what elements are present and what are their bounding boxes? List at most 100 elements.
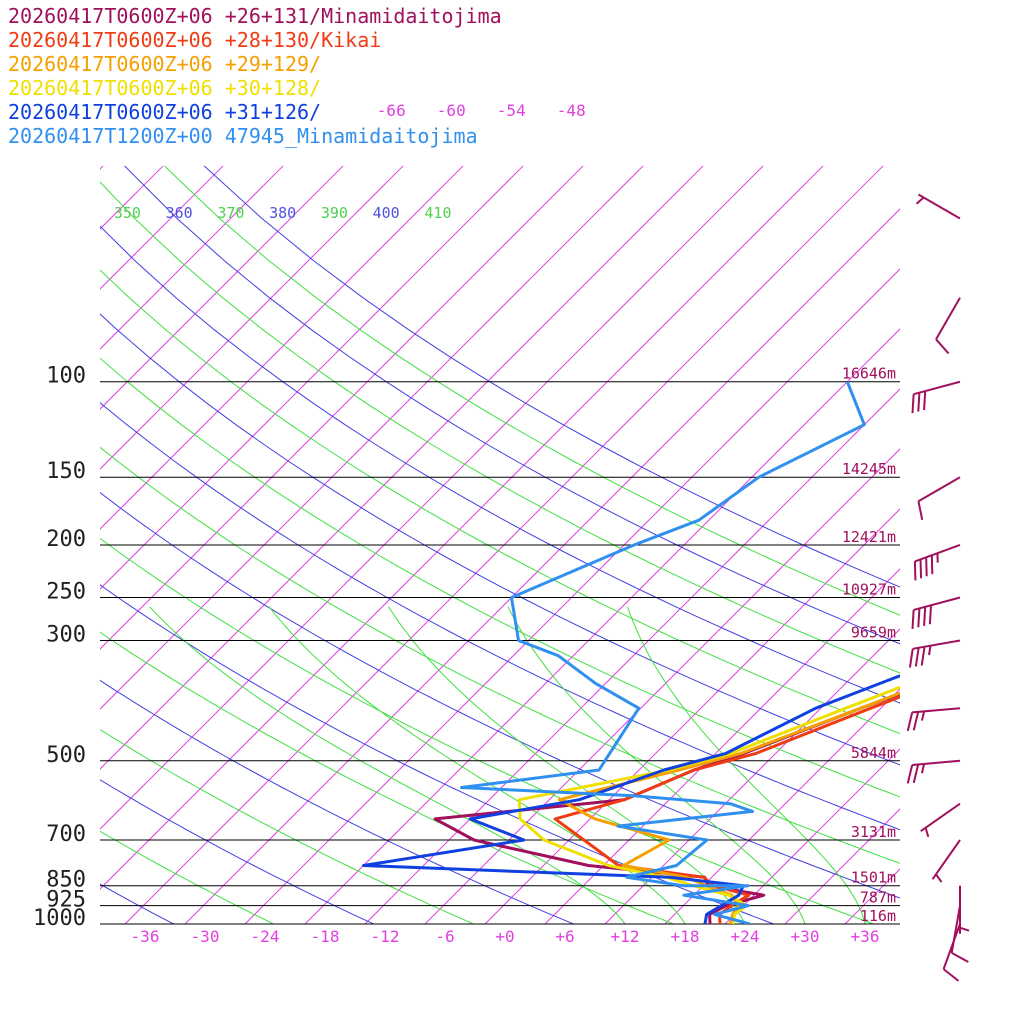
moist-adiabat: [627, 606, 866, 924]
series-line-4: [517, 685, 900, 924]
barb-flag: [906, 764, 914, 784]
axis-labels: 100 16646m 150 14245m 200 12421m 250 10927m 300 9…: [33, 101, 896, 946]
background-grid: [0, 165, 1024, 924]
barb-staff: [912, 639, 961, 650]
temperature-tick-label: +0: [495, 927, 514, 946]
dry-adiabat: [100, 679, 575, 924]
barb-flag: [912, 711, 920, 731]
barb-flag: [917, 608, 921, 628]
barb-half-flag: [959, 926, 970, 932]
wind-barb: [920, 802, 961, 838]
height-label: 14245m: [842, 460, 896, 478]
dry-adiabat: [100, 313, 900, 766]
upper-temperature-tick-label: -60: [437, 101, 466, 120]
barb-staff: [912, 759, 961, 766]
barb-staff: [917, 193, 961, 220]
pressure-tick-label: 250: [46, 580, 86, 605]
height-label: 116m: [860, 907, 896, 925]
barb-staff: [935, 297, 961, 340]
barb-staff: [931, 839, 961, 880]
temperature-tick-label: +36: [851, 927, 880, 946]
height-label: 5844m: [851, 744, 896, 762]
legend: 20260417T0600Z+06 +26+131/Minamidaitojim…: [8, 4, 502, 148]
pressure-tick-label: 200: [46, 527, 86, 552]
barb-flag: [917, 501, 924, 521]
barb-flag: [928, 605, 933, 625]
legend-entry: 20260417T0600Z+06 +26+131/Minamidaitojim…: [8, 4, 502, 28]
barb-flag: [919, 559, 923, 579]
temperature-tick-label: -12: [371, 927, 400, 946]
barb-staff: [920, 802, 961, 833]
barb-staff: [913, 596, 961, 611]
barb-flag: [914, 647, 920, 667]
wind-barbs: [906, 193, 970, 982]
temperature-tick-label: +30: [791, 927, 820, 946]
legend-entry: 20260417T1200Z+00 47945_Minamidaitojima: [8, 124, 478, 148]
upper-temperature-tick-label: -66: [377, 101, 406, 120]
pressure-tick-label: 150: [46, 459, 86, 484]
wind-barb: [906, 707, 961, 732]
isobars: [100, 381, 900, 925]
theta-label: 350: [114, 204, 141, 222]
dry-adiabat: [100, 357, 900, 798]
barb-half-flag: [935, 873, 943, 883]
dry-adiabat: [100, 491, 900, 899]
isotherm: [100, 165, 464, 530]
legend-entry: 20260417T0600Z+06 +28+130/Kikai: [8, 28, 382, 52]
isotherm: [905, 166, 1024, 924]
pressure-tick-label: 700: [46, 822, 86, 847]
height-label: 9659m: [851, 623, 896, 641]
series-line-6: [460, 381, 866, 924]
upper-temperature-tick-label: -54: [497, 101, 526, 120]
isotherm: [100, 165, 284, 350]
barb-staff: [917, 476, 961, 503]
barb-staff: [950, 905, 961, 954]
pressure-tick-label: 100: [46, 364, 86, 389]
dry-adiabat: [203, 165, 900, 588]
isotherm: [965, 166, 1024, 924]
temperature-tick-label: -24: [251, 927, 280, 946]
theta-label: 360: [166, 204, 193, 222]
isotherm: [100, 165, 404, 470]
pressure-tick-label: 925: [46, 888, 86, 913]
height-label: 1501m: [851, 869, 896, 887]
isotherm: [0, 166, 43, 924]
wind-barb: [950, 905, 969, 963]
isotherm: [724, 748, 900, 924]
barb-flag: [951, 952, 969, 963]
moist-adiabat: [268, 606, 686, 924]
temperature-tick-label: -30: [191, 927, 220, 946]
wind-barb: [935, 297, 961, 355]
height-label: 16646m: [842, 365, 896, 383]
wind-barb: [959, 885, 970, 934]
sounding-profiles: [362, 381, 900, 924]
theta-label: 400: [373, 204, 400, 222]
wind-barb: [906, 759, 961, 784]
barb-flag: [913, 561, 917, 581]
barb-staff: [913, 380, 961, 396]
temperature-tick-label: -36: [131, 927, 160, 946]
barb-flag: [911, 609, 915, 629]
barb-flag: [923, 606, 927, 626]
pressure-tick-label: 300: [46, 622, 86, 647]
barb-flag: [925, 557, 928, 577]
wind-barb: [911, 596, 961, 629]
barb-half-flag: [924, 827, 930, 838]
pressure-tick-label: 850: [46, 868, 86, 893]
barb-half-flag: [915, 196, 925, 205]
upper-temperature-tick-label: -48: [557, 101, 586, 120]
barb-half-flag: [920, 763, 926, 774]
dry-adiabat: [100, 225, 900, 704]
series-line-1: [433, 692, 900, 924]
barb-flag: [920, 646, 926, 666]
wind-barb: [911, 380, 961, 414]
wind-barb: [908, 639, 961, 668]
dry-adiabat: [100, 779, 375, 924]
dry-adiabat: [100, 446, 900, 864]
dry-adiabat: [100, 401, 900, 831]
barb-flag: [912, 764, 920, 784]
barb-flag: [942, 968, 960, 982]
legend-entry: 20260417T0600Z+06 +31+126/: [8, 100, 322, 124]
theta-label: 370: [217, 204, 244, 222]
